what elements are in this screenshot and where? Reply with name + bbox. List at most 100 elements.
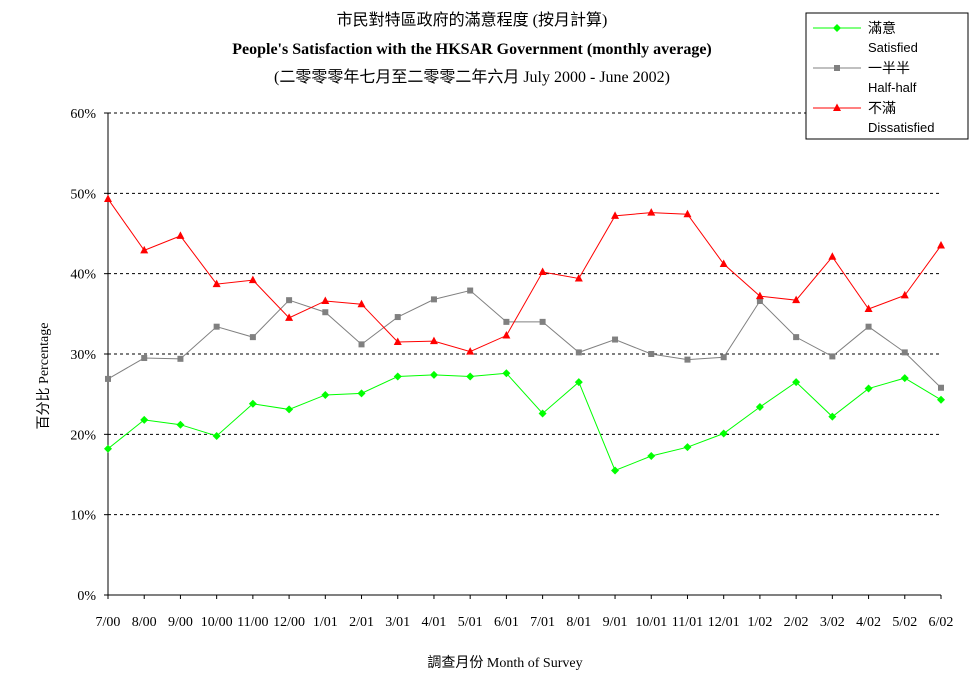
satisfied-point — [104, 444, 112, 453]
half-half-point — [430, 296, 437, 303]
dissatisfied-point — [864, 304, 873, 313]
satisfied-point — [574, 378, 583, 387]
half-half-point — [648, 351, 655, 357]
satisfied-point — [937, 395, 945, 404]
chart-subtitle: (二零零零年七月至二零零二年六月 July 2000 - June 2002) — [274, 68, 670, 86]
half-half-point — [249, 334, 256, 341]
x-tick-label: 2/02 — [784, 615, 809, 630]
y-tick-label: 50% — [70, 187, 96, 202]
legend-marker-satisfied — [833, 24, 841, 32]
legend: 滿意 Satisfied 一半半 Half-half 不滿 Dissatisfied — [805, 12, 969, 140]
satisfied-point — [140, 415, 149, 424]
satisfied-line — [107, 372, 942, 472]
dissatisfied-point — [357, 299, 366, 308]
satisfied-point — [828, 412, 837, 421]
chart-title-en: People's Satisfaction with the HKSAR Gov… — [232, 41, 712, 58]
satisfied-point — [755, 403, 764, 412]
y-tick-label: 40% — [70, 268, 96, 283]
half-half-point — [358, 341, 365, 348]
x-tick-label: 11/00 — [237, 615, 268, 630]
x-tick-label: 7/01 — [530, 615, 555, 630]
series-group — [104, 194, 945, 475]
half-half-point — [213, 323, 220, 330]
satisfied-point — [393, 372, 402, 381]
half-half-point — [394, 314, 401, 321]
x-axis-label: 調查月份 Month of Survey — [427, 655, 582, 671]
half-half-point — [141, 355, 148, 362]
x-tick-label: 12/00 — [273, 615, 305, 630]
satisfied-point — [429, 370, 438, 379]
dissatisfied-point — [393, 337, 402, 345]
y-tick-label: 10% — [70, 509, 96, 524]
dissatisfied-point — [212, 279, 221, 288]
dissatisfied-point — [828, 252, 837, 260]
y-tick-label: 60% — [70, 107, 96, 122]
y-axis-label: 百分比 Percentage — [36, 323, 52, 430]
half-half-point — [901, 349, 908, 356]
dissatisfied-point — [502, 331, 511, 339]
x-tick-label: 4/02 — [856, 615, 881, 630]
dissatisfied-point — [466, 347, 475, 355]
half-half-point — [756, 297, 763, 304]
half-half-point — [829, 353, 836, 360]
dissatisfied-point — [176, 231, 185, 239]
satisfied-point — [719, 429, 728, 438]
half-half-point — [684, 356, 691, 363]
satisfied-point — [176, 420, 185, 429]
satisfied-point — [285, 405, 294, 414]
legend-label-zh: 不滿 — [868, 101, 896, 117]
x-tick-label: 10/00 — [201, 615, 233, 630]
legend-label-zh: 滿意 — [868, 20, 896, 37]
satisfied-point — [321, 390, 330, 399]
legend-label-zh: 一半半 — [868, 61, 910, 77]
dissatisfied-point — [611, 211, 620, 219]
dissatisfied-point — [900, 290, 909, 299]
y-tick-label: 30% — [70, 348, 96, 363]
satisfied-point — [611, 466, 620, 475]
half-half-point — [467, 287, 474, 294]
x-tick-label: 1/01 — [313, 615, 338, 630]
satisfied-series — [104, 369, 945, 475]
legend-label-en: Half-half — [868, 80, 917, 95]
x-tick-label: 12/01 — [708, 615, 740, 630]
y-tick-labels: 0% 10% 20% 30% 40% 50% 60% — [70, 107, 108, 604]
satisfied-point — [502, 369, 511, 378]
half-half-point — [720, 354, 727, 361]
dissatisfied-point — [755, 291, 764, 300]
dissatisfied-point — [683, 209, 692, 218]
satisfied-point — [647, 452, 656, 461]
dissatisfied-point — [104, 194, 112, 202]
x-tick-label: 8/01 — [566, 615, 591, 630]
dissatisfied-line — [107, 198, 942, 353]
x-tick-labels: 7/00 8/00 9/00 10/00 11/00 12/00 1/01 2/01 3/01 4… — [96, 595, 954, 630]
half-half-point — [322, 309, 329, 316]
dissatisfied-point — [937, 241, 945, 249]
x-tick-label: 6/02 — [929, 615, 954, 630]
satisfied-point — [538, 409, 547, 418]
half-half-line — [107, 289, 942, 389]
y-tick-label: 0% — [77, 589, 96, 604]
half-half-point — [177, 355, 184, 362]
x-tick-label: 5/02 — [892, 615, 917, 630]
x-tick-label: 3/02 — [820, 615, 845, 630]
plot-area: 0% 10% 20% 30% 40% 50% 60% 7/00 8/00 9/00 10/00 11… — [70, 107, 953, 630]
satisfied-point — [792, 378, 801, 387]
legend-marker-dissatisfied — [833, 103, 841, 111]
dissatisfied-point — [719, 259, 728, 268]
y-tick-label: 20% — [70, 428, 96, 443]
dissatisfied-point — [792, 295, 801, 304]
dissatisfied-point — [647, 208, 656, 216]
satisfied-point — [900, 374, 909, 383]
dissatisfied-series — [104, 194, 945, 355]
x-tick-label: 10/01 — [635, 615, 667, 630]
half-half-point — [286, 297, 293, 304]
half-half-point — [105, 375, 111, 382]
dissatisfied-point — [574, 273, 583, 282]
dissatisfied-point — [140, 245, 149, 254]
dissatisfied-point — [321, 296, 330, 304]
x-tick-label: 8/00 — [132, 615, 157, 630]
x-tick-label: 2/01 — [349, 615, 374, 630]
chart-title-zh: 市民對特區政府的滿意程度 (按月計算) — [337, 10, 608, 29]
x-tick-label: 7/00 — [96, 615, 121, 630]
x-tick-label: 1/02 — [747, 615, 772, 630]
